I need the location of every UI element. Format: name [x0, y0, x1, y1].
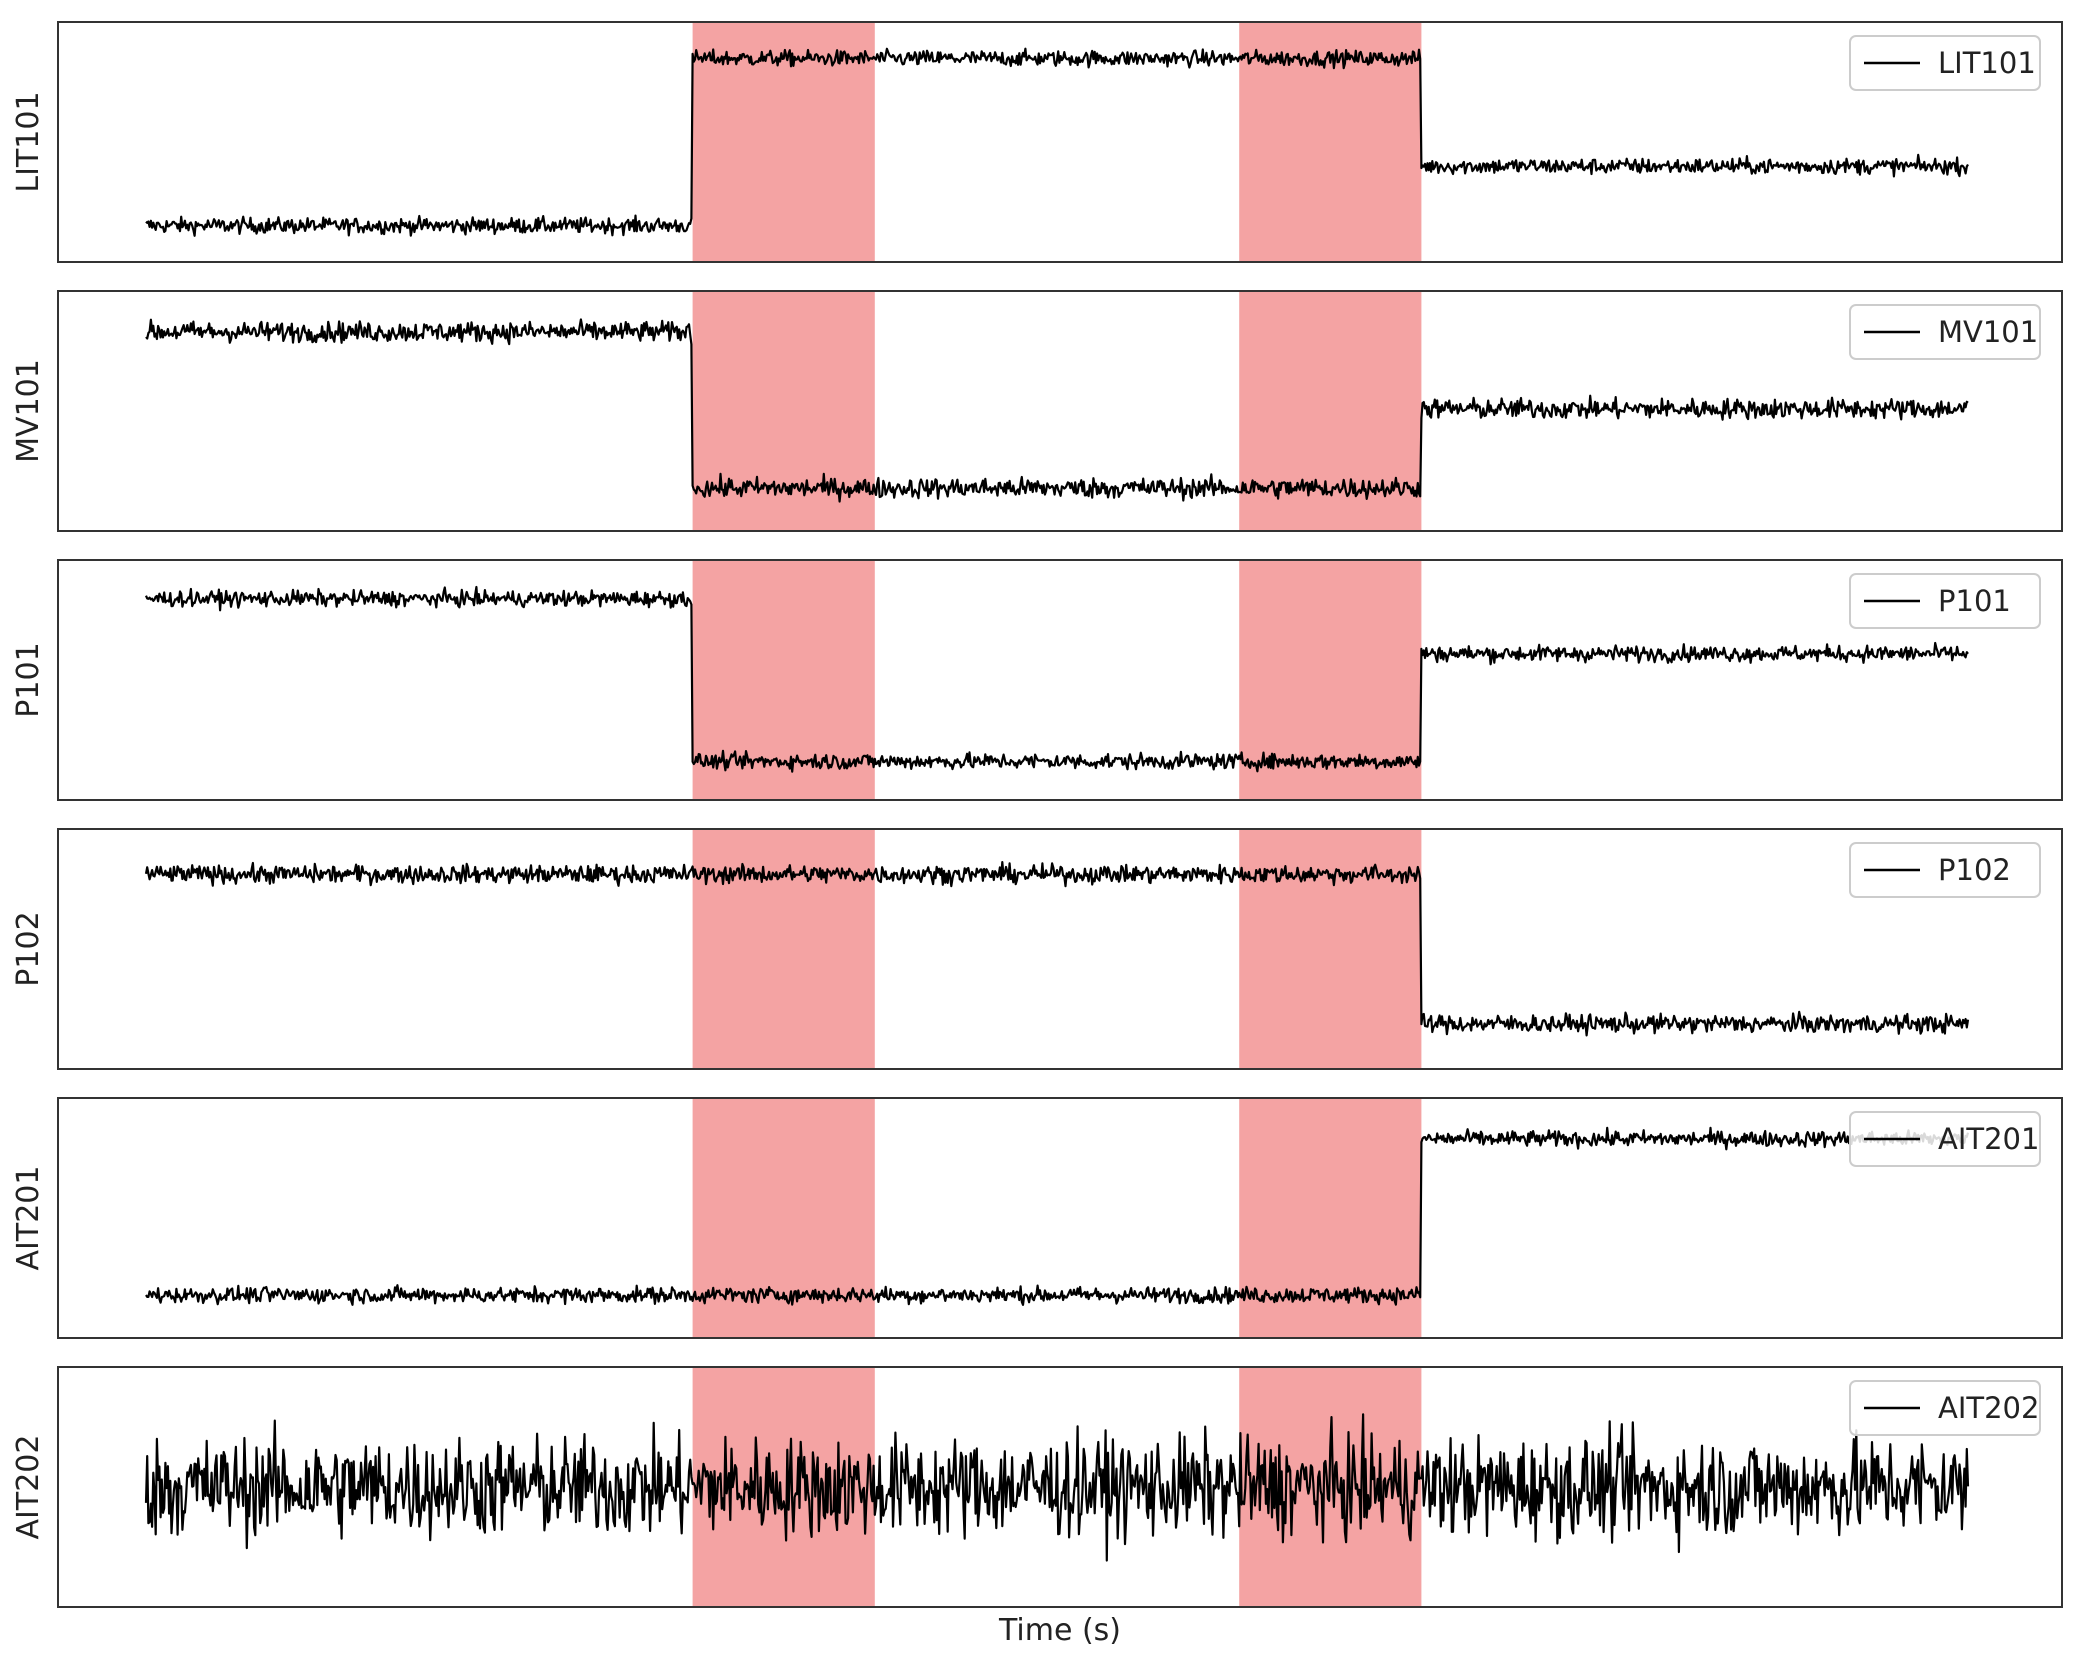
y-axis-label: AIT202	[11, 1435, 46, 1540]
legend-box	[1849, 35, 2041, 91]
series-line-p102	[144, 861, 1970, 1037]
panels: LIT101 LIT101 MV101 MV101 P101 P101 P102 P102 AI…	[11, 21, 2063, 1608]
y-axis-label: MV101	[11, 359, 46, 463]
panel-frame	[57, 1097, 2063, 1339]
attack-band-2	[1239, 829, 1422, 1069]
series-line-ait201	[145, 1126, 1970, 1306]
legend-label: MV101	[1938, 315, 2038, 349]
panel-mv101: MV101 MV101	[11, 290, 2063, 532]
legend-box	[1849, 304, 2041, 360]
legend: AIT201	[1849, 1111, 2041, 1167]
legend: AIT202	[1849, 1380, 2041, 1436]
legend-label: P101	[1938, 584, 2011, 618]
panel-frame	[57, 1366, 2063, 1608]
panel-frame	[57, 21, 2063, 263]
series-line-mv101	[145, 318, 1969, 503]
panel-lit101: LIT101 LIT101	[11, 21, 2063, 263]
legend: P101	[1849, 573, 2041, 629]
panel-frame	[57, 828, 2063, 1070]
y-axis-label: P102	[11, 911, 46, 986]
series-line-ait202	[144, 1413, 1970, 1562]
series-line-p101	[144, 585, 1969, 773]
legend-label: P102	[1938, 853, 2011, 887]
y-axis-label: AIT201	[11, 1166, 46, 1271]
legend-box	[1849, 1111, 2041, 1167]
panel-ait201: AIT201 AIT201	[11, 1097, 2063, 1339]
attack-band-1	[692, 1098, 875, 1338]
legend: P102	[1849, 842, 2041, 898]
legend-label: AIT201	[1938, 1122, 2039, 1156]
panel-frame	[57, 290, 2063, 532]
legend-box	[1849, 1380, 2041, 1436]
y-axis-label: LIT101	[11, 91, 46, 192]
attack-band-1	[692, 291, 875, 531]
panel-ait202: AIT202 AIT202	[11, 1366, 2063, 1608]
legend: MV101	[1849, 304, 2041, 360]
legend-label: AIT202	[1938, 1391, 2039, 1425]
attack-band-1	[692, 829, 875, 1069]
legend-box	[1849, 842, 2041, 898]
x-axis-label: Time (s)	[998, 1613, 1121, 1648]
y-axis-label: P101	[11, 642, 46, 717]
series-line-lit101	[145, 47, 1969, 237]
legend-label: LIT101	[1938, 46, 2036, 80]
panel-frame	[57, 559, 2063, 801]
legend: LIT101	[1849, 35, 2041, 91]
panel-p102: P102 P102	[11, 828, 2063, 1070]
panel-p101: P101 P101	[11, 559, 2063, 801]
legend-box	[1849, 573, 2041, 629]
